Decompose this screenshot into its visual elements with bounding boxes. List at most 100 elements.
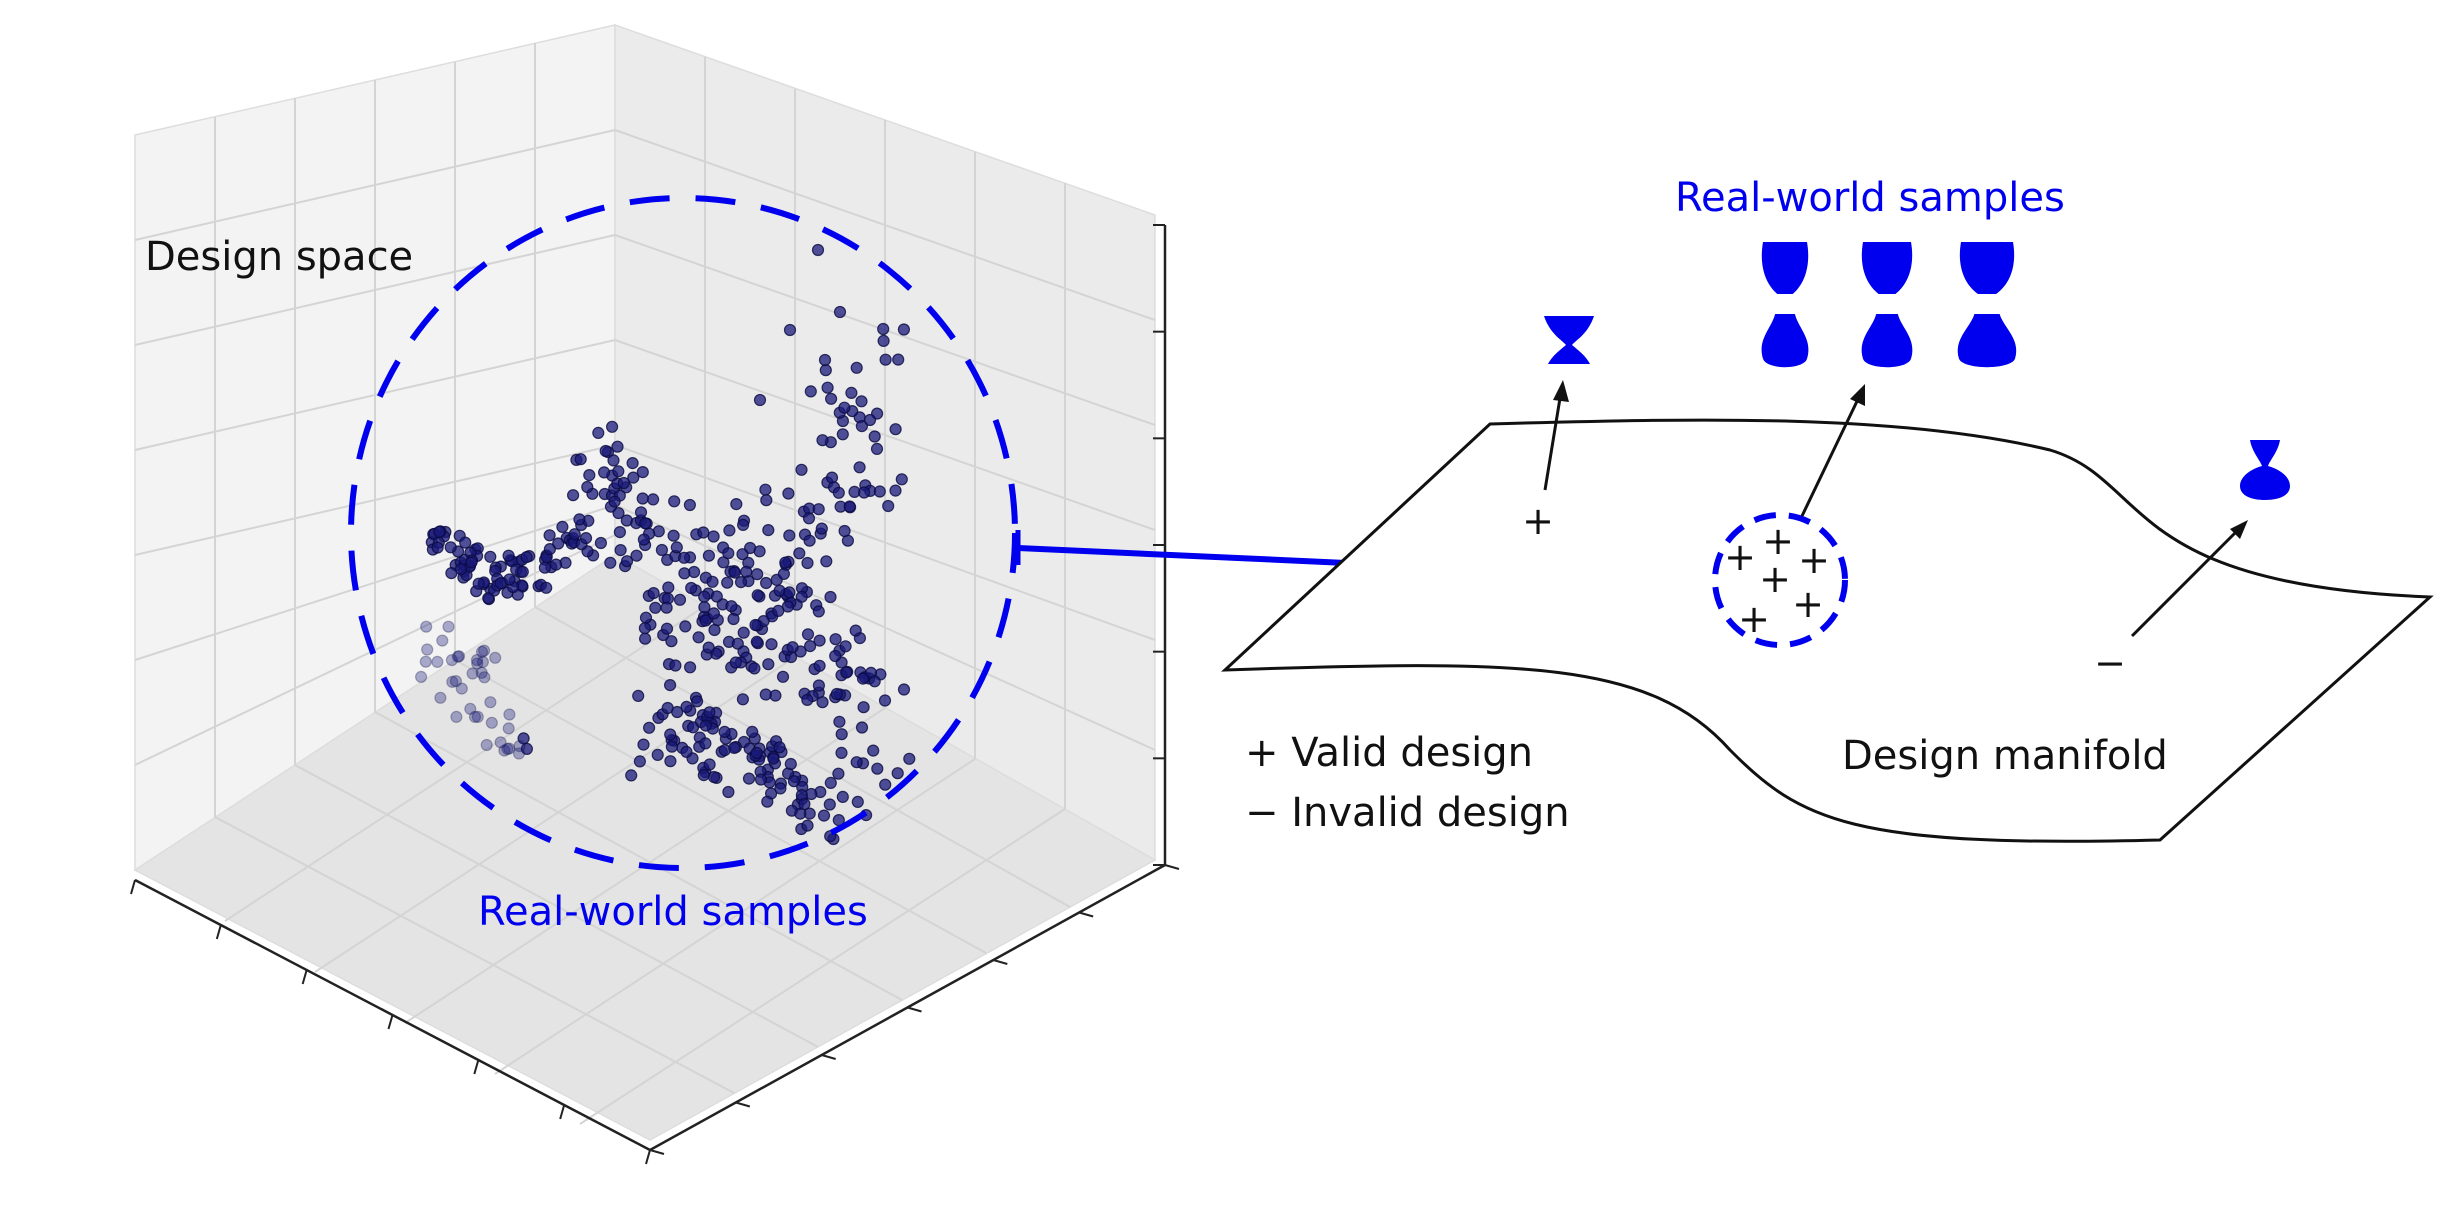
sample-point [516,565,529,578]
sample-point [660,601,673,614]
sample-point [784,757,797,771]
sample-point [897,323,911,336]
sample-point [452,650,466,663]
sample-point [614,543,627,557]
axis-tick [645,1149,651,1165]
sample-point [472,577,485,590]
sample-point [801,556,814,570]
sample-point [820,555,833,568]
sample-point [823,798,836,811]
sample-point [480,738,493,752]
sample-point [751,589,764,602]
sample-point [736,518,750,532]
sample-point [817,809,831,822]
sample-point [692,631,705,644]
sample-point [605,420,619,433]
sample-point [627,471,640,484]
sample-point [697,768,710,782]
sample-point [787,775,801,788]
real-world-sample-shapes [1761,242,2017,368]
sample-point [608,495,621,508]
sample-point [813,634,826,647]
sample-point [513,739,526,753]
sample-point [727,612,740,626]
sample-point [471,657,484,670]
sample-point [813,659,826,672]
sample-point [415,670,428,684]
sample-point [776,670,790,683]
sample-point [494,736,507,749]
sample-point [850,756,863,769]
axis-tick [130,879,136,895]
sample-point [824,392,838,405]
sample-point [750,746,763,760]
sample-point [698,601,711,614]
sample-point [815,522,828,535]
vase-shape-icon [2240,440,2290,500]
sample-point [774,782,787,795]
axis-tick [735,1101,751,1108]
sample-point [816,696,829,709]
sample-point [821,381,834,394]
sample-point [751,568,764,581]
sample-point [646,493,660,506]
valid-cluster-dashed [1712,512,1848,648]
sample-point [740,565,753,578]
vase-shape-icon [1957,314,2017,368]
sample-point [465,556,478,569]
sample-point [494,577,507,590]
sample-point [543,529,556,542]
sample-point [436,634,449,647]
sample-point [779,556,792,569]
sample-point [773,584,786,597]
sample-point [855,395,868,408]
sample-point [728,566,742,579]
sample-point [664,755,677,768]
sample-point [699,737,712,750]
axis-tick [301,969,308,985]
sample-point [838,524,851,538]
sample-point [836,790,849,804]
sample-point [722,785,735,799]
sample-point [604,556,617,569]
sample-point [811,243,825,257]
design-manifold: + + + + + + + − Real-world samples Desi [1221,175,2434,843]
axis-tick [559,1104,566,1120]
axis-tick [215,924,222,940]
sample-point [765,638,778,651]
sample-point [445,653,458,667]
sample-point [873,485,886,498]
design-space-plot: Design space Real-world samples [130,23,1180,1165]
sample-point [455,682,468,695]
sample-point [651,748,664,762]
sample-point [897,683,911,696]
sample-point [639,611,653,624]
sample-point [446,675,459,689]
vase-shape-icon [1761,242,1809,294]
sample-point [835,746,848,760]
sample-point [748,662,761,675]
sample-point [612,506,625,520]
manifold-label: Design manifold [1842,733,2168,779]
sample-point [708,623,721,637]
sample-point [824,776,837,790]
sample-point [804,385,817,398]
sample-point [451,650,464,663]
invalid-marker: − [2094,641,2126,685]
sample-point [677,551,691,564]
sample-point [683,498,697,512]
sample-point [836,428,849,441]
sample-point [718,743,731,757]
sample-point [662,581,675,594]
sample-point [475,645,489,659]
sample-point [471,710,484,724]
design-space-title: Design space [145,234,413,280]
sample-point [721,576,734,589]
sample-point [636,492,649,505]
sample-point [503,708,516,721]
sample-point [626,457,639,470]
sample-point [502,722,515,735]
sample-point [434,691,447,704]
sample-point [772,604,785,618]
